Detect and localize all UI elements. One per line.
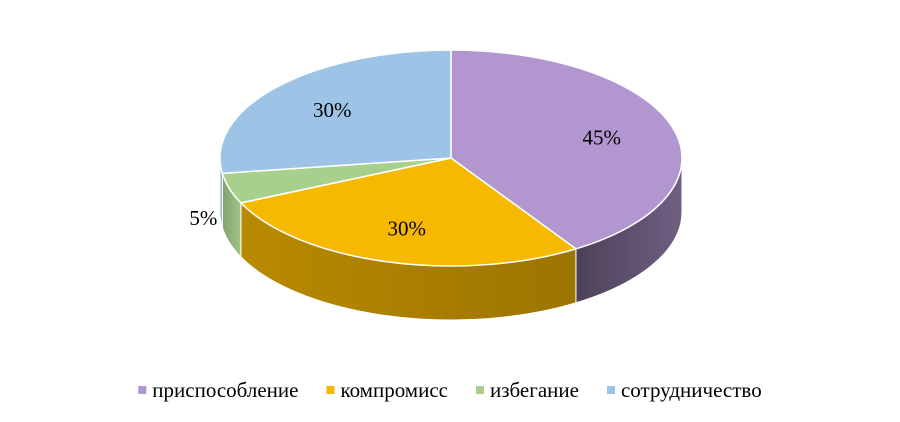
data-labels: 45% 30% 5% 30% bbox=[189, 98, 621, 241]
data-label-2: 5% bbox=[189, 206, 217, 230]
legend-item-0: приспособление bbox=[138, 378, 298, 402]
legend-label-2: избегание bbox=[490, 378, 579, 402]
legend-swatch-3 bbox=[606, 386, 615, 394]
legend-item-1: компромисс bbox=[326, 378, 448, 402]
legend-label-1: компромисс bbox=[340, 378, 448, 402]
data-label-1: 30% bbox=[387, 216, 426, 240]
data-label-3: 30% bbox=[313, 98, 352, 122]
legend-swatch-1 bbox=[326, 386, 335, 394]
legend: приспособление компромисс избегание сотрудн… bbox=[138, 378, 762, 402]
legend-swatch-2 bbox=[475, 386, 484, 394]
pie-tops bbox=[219, 49, 683, 267]
pie-slice-3 bbox=[219, 49, 452, 175]
legend-label-0: приспособление bbox=[152, 378, 298, 402]
data-label-0: 45% bbox=[582, 125, 621, 149]
legend-item-3: сотрудничество bbox=[606, 378, 762, 402]
legend-swatch-0 bbox=[138, 386, 147, 394]
legend-label-3: сотрудничество bbox=[621, 378, 762, 402]
pie-sides bbox=[219, 157, 683, 321]
legend-item-2: избегание bbox=[475, 378, 579, 402]
